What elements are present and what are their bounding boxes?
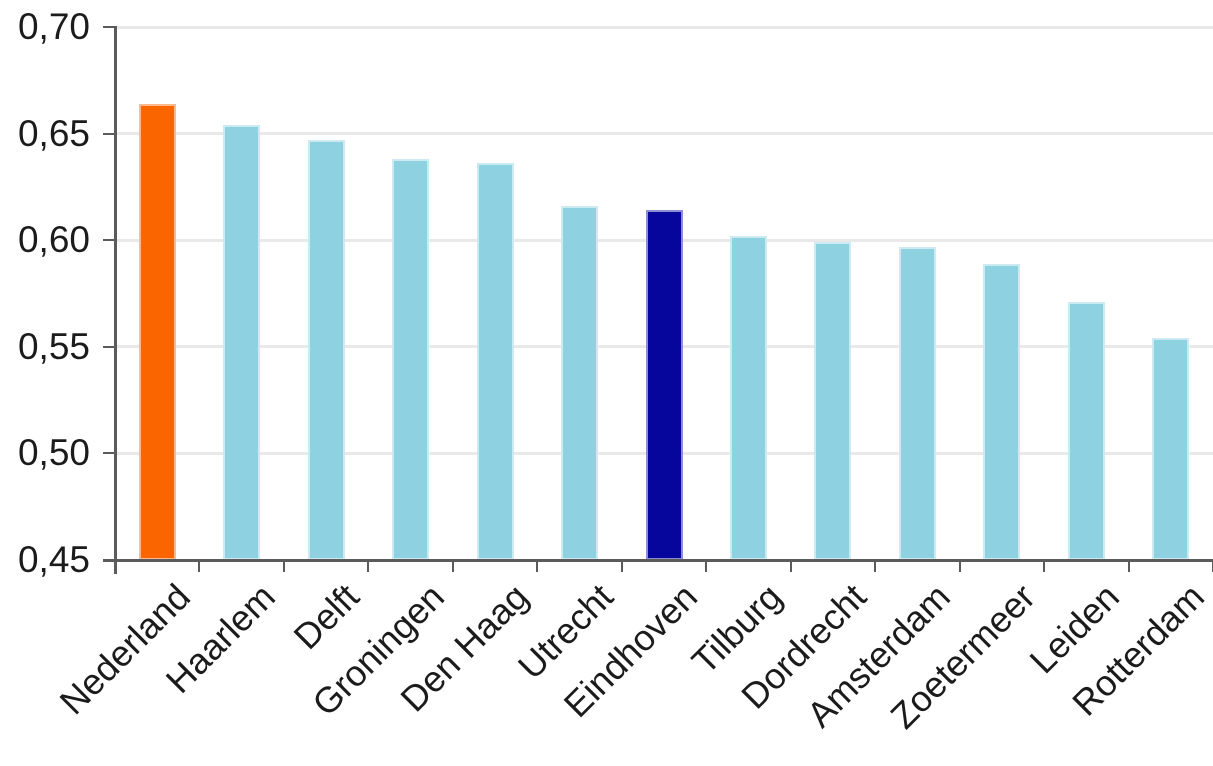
x-tick <box>1127 560 1130 572</box>
x-tick <box>1043 560 1046 572</box>
bar-rotterdam <box>1152 338 1190 560</box>
bar-utrecht <box>561 206 599 560</box>
x-tick <box>620 560 623 572</box>
x-tick <box>536 560 539 572</box>
bar-tilburg <box>729 235 767 560</box>
x-tick <box>282 560 285 572</box>
y-tick <box>103 452 115 455</box>
y-tick <box>103 559 115 561</box>
x-tick <box>958 560 961 572</box>
y-tick <box>103 239 115 242</box>
bar-delft <box>307 139 345 560</box>
bar-nederland <box>138 103 176 560</box>
x-tick <box>451 560 454 572</box>
x-tick <box>874 560 877 572</box>
bar-eindhoven <box>645 210 683 560</box>
x-axis <box>103 558 1213 562</box>
y-tick-label: 0,60 <box>17 219 90 261</box>
y-tick <box>103 26 115 28</box>
x-tick <box>705 560 708 572</box>
y-axis <box>113 25 117 574</box>
bar-den-haag <box>476 163 514 560</box>
bar-haarlem <box>223 125 261 560</box>
x-tick <box>114 560 116 572</box>
x-tick <box>789 560 792 572</box>
y-tick <box>103 132 115 135</box>
y-tick <box>103 345 115 348</box>
y-tick-label: 0,50 <box>17 432 90 474</box>
x-category-label-nederland: Nederland <box>51 575 199 723</box>
gridline <box>115 132 1213 136</box>
x-tick <box>367 560 370 572</box>
bar-zoetermeer <box>983 263 1021 560</box>
x-tick <box>198 560 201 572</box>
y-tick-label: 0,45 <box>17 539 90 580</box>
bar-leiden <box>1067 302 1105 560</box>
bar-amsterdam <box>898 246 936 560</box>
bar-dordrecht <box>814 242 852 560</box>
bar-groningen <box>392 159 430 560</box>
y-tick-label: 0,70 <box>17 6 90 47</box>
y-tick-label: 0,65 <box>17 112 90 154</box>
gridline <box>115 25 1213 29</box>
y-tick-label: 0,55 <box>17 325 90 367</box>
